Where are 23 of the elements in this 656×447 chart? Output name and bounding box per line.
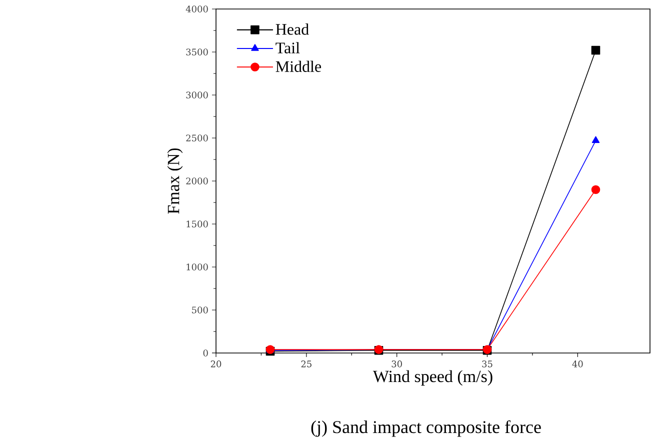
x-tick-label: 40	[572, 360, 583, 368]
legend-label: Tail	[276, 42, 300, 54]
legend-label: Middle	[276, 60, 322, 72]
y-tick-label: 3000	[186, 92, 208, 98]
y-tick-label: 0	[203, 350, 208, 356]
y-tick-label: 500	[192, 306, 208, 314]
point	[591, 46, 600, 55]
x-tick-label: 20	[210, 360, 222, 368]
y-tick-label: 1000	[186, 264, 208, 270]
y-axis-title: Fmax (N)	[167, 148, 183, 214]
text: (j) Sand impact composite force	[311, 420, 541, 437]
x-tick-label: 25	[301, 360, 312, 368]
x-axis-title: Wind speed (m/s)	[372, 370, 492, 386]
legend-label: Head	[276, 24, 309, 35]
y-tick-label: 3500	[186, 48, 208, 56]
x-tick-label: 30	[392, 360, 402, 368]
y-tick-label: 2000	[186, 178, 208, 184]
point	[592, 136, 600, 143]
point	[591, 185, 600, 194]
y-tick-label: 2500	[186, 134, 208, 142]
x-tick-label: 35	[482, 360, 492, 368]
y-tick-label: 4000	[186, 6, 208, 12]
y-tick-label: 1500	[186, 220, 208, 228]
